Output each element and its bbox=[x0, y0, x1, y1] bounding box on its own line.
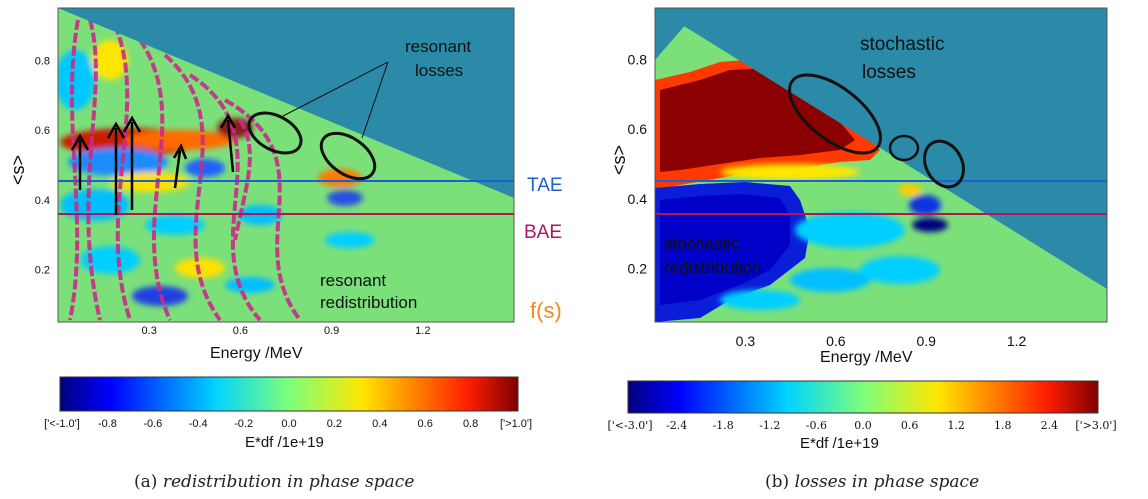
panel-b-xtick-3: 1.2 bbox=[1007, 333, 1027, 349]
panel-b-xtick-1: 0.6 bbox=[826, 333, 846, 349]
panel-b-colorbar-label: E*df /1e+19 bbox=[800, 435, 879, 452]
panel-a-cbtick-4: -0.2 bbox=[234, 418, 253, 430]
panel-a-annot-redis-2: redistribution bbox=[320, 293, 417, 312]
panel-a-annot-losses-2: losses bbox=[415, 61, 463, 80]
panel-b-annot-redistribution: stochastic redistribution bbox=[664, 234, 761, 277]
panel-b-blobs bbox=[720, 184, 948, 310]
panel-b-cbtick-8: 1.8 bbox=[994, 419, 1012, 432]
panel-a-cbtick-5: 0.0 bbox=[281, 418, 296, 430]
panel-a-cbtick-10: ['>1.0'] bbox=[500, 418, 532, 430]
panel-b-cbtick-5: 0.0 bbox=[854, 419, 872, 432]
panel-b-cbtick-3: -1.2 bbox=[759, 419, 780, 432]
panel-b-forbidden-region bbox=[655, 8, 1107, 289]
panel-b-annot-redis-2: redistribution bbox=[664, 258, 761, 277]
panel-a-cbtick-0: ['<-1.0'] bbox=[44, 418, 80, 430]
panel-b-ytick-1: 0.4 bbox=[628, 191, 648, 207]
panel-b-cbtick-10: ['>3.0'] bbox=[1075, 419, 1116, 432]
panel-b-cbtick-9: 2.4 bbox=[1041, 419, 1059, 432]
panel-b-annot-losses: stochastic losses bbox=[860, 34, 944, 83]
panel-b-plot-area bbox=[655, 8, 1107, 322]
panel-a-plot-area bbox=[58, 8, 514, 322]
panel-a-colorbar-ticks: ['<-1.0'] -0.8 -0.6 -0.4 -0.2 0.0 0.2 0.4 0.6 0.8… bbox=[44, 418, 532, 430]
panel-b-ytick-3: 0.8 bbox=[628, 51, 648, 67]
panel-a-xtick-3: 1.2 bbox=[415, 325, 430, 337]
panel-a-annot-redis-1: resonant bbox=[320, 271, 386, 290]
panel-b-cbtick-4: -0.6 bbox=[806, 419, 827, 432]
panel-a-annot-losses-1: resonant bbox=[405, 37, 471, 56]
panel-b-cbtick-0: ['<-3.0'] bbox=[607, 419, 652, 432]
panel-a-tae-label: TAE bbox=[527, 175, 563, 196]
panel-a-xtick-2: 0.9 bbox=[324, 325, 339, 337]
panel-a-cbtick-9: 0.8 bbox=[463, 418, 478, 430]
panel-a: resonant losses resonant redistribution … bbox=[8, 7, 563, 451]
panel-a-xticks: 0.3 0.6 0.9 1.2 bbox=[142, 325, 431, 337]
panel-b-ylabel: <s> bbox=[609, 145, 629, 175]
panel-b-cbtick-6: 0.6 bbox=[901, 419, 919, 432]
panel-b-xlabel: Energy /MeV bbox=[820, 349, 913, 366]
panel-b-xtick-0: 0.3 bbox=[736, 333, 756, 349]
caption-b: (b) losses in phase space bbox=[765, 472, 979, 492]
panel-a-colorbar-label: E*df /1e+19 bbox=[245, 434, 324, 451]
panel-a-bae-label: BAE bbox=[524, 222, 562, 243]
panel-a-cbtick-6: 0.2 bbox=[327, 418, 342, 430]
panel-b-cbtick-1: -2.4 bbox=[666, 419, 687, 432]
caption-a-text: redistribution in phase space bbox=[162, 472, 415, 492]
panel-a-forbidden-region bbox=[58, 8, 514, 198]
panel-a-yticks: 0.2 0.4 0.6 0.8 bbox=[35, 55, 50, 276]
panel-a-ytick-0: 0.2 bbox=[35, 265, 50, 277]
panel-b-cbtick-7: 1.2 bbox=[947, 419, 965, 432]
panel-b-xtick-2: 0.9 bbox=[916, 333, 936, 349]
panel-b-ytick-2: 0.6 bbox=[628, 121, 648, 137]
panel-a-cbtick-3: -0.4 bbox=[189, 418, 208, 430]
caption-a-label: (a) bbox=[134, 472, 158, 492]
panel-a-ytick-3: 0.8 bbox=[35, 55, 50, 67]
panel-b-colorbar-ticks: ['<-3.0'] -2.4 -1.8 -1.2 -0.6 0.0 0.6 1.2 1.8 2.4… bbox=[607, 419, 1116, 432]
panel-a-xtick-1: 0.6 bbox=[233, 325, 248, 337]
panel-a-ytick-2: 0.6 bbox=[35, 125, 50, 137]
caption-a: (a) redistribution in phase space bbox=[134, 472, 414, 492]
panel-a-cbtick-2: -0.6 bbox=[143, 418, 162, 430]
panel-b-yticks: 0.2 0.4 0.6 0.8 bbox=[628, 51, 648, 276]
panel-a-cbtick-1: -0.8 bbox=[98, 418, 117, 430]
panel-b-colorbar bbox=[627, 380, 1099, 414]
panel-a-annot-losses: resonant losses bbox=[405, 37, 471, 80]
panel-a-annot-redistribution: resonant redistribution bbox=[320, 271, 417, 312]
panel-a-cbtick-8: 0.6 bbox=[418, 418, 433, 430]
panel-a-ylabel: <s> bbox=[8, 155, 28, 185]
caption-b-label: (b) bbox=[765, 472, 790, 492]
panel-b-annot-losses-1: stochastic bbox=[860, 34, 944, 55]
panel-b-xticks: 0.3 0.6 0.9 1.2 bbox=[736, 333, 1027, 349]
panel-a-colorbar bbox=[59, 376, 519, 412]
panel-b-ytick-0: 0.2 bbox=[628, 261, 648, 277]
panel-a-xlabel: Energy /MeV bbox=[210, 345, 303, 362]
panel-a-arrows bbox=[70, 113, 237, 215]
panel-b-annot-losses-2: losses bbox=[862, 62, 916, 83]
panel-b-cbtick-2: -1.8 bbox=[713, 419, 734, 432]
panel-a-xtick-0: 0.3 bbox=[142, 325, 157, 337]
panel-a-cbtick-7: 0.4 bbox=[372, 418, 387, 430]
caption-b-text: losses in phase space bbox=[794, 472, 980, 492]
panel-b-annot-redis-1: stochastic bbox=[664, 234, 740, 253]
panel-a-ytick-1: 0.4 bbox=[35, 195, 50, 207]
panel-a-side-label: f(s) bbox=[530, 298, 562, 323]
panel-b: stochastic losses stochastic redistribut… bbox=[607, 7, 1117, 452]
